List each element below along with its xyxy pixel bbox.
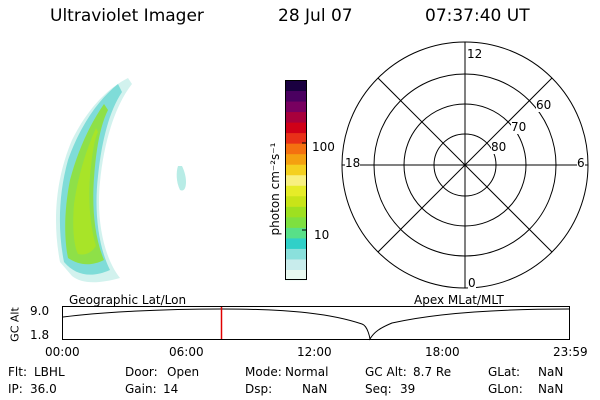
polar-label-6: 6 <box>577 156 585 170</box>
info-gain-key: Gain: <box>125 382 157 396</box>
info-seq-key: Seq: <box>365 382 392 396</box>
info-dsp-key: Dsp: <box>245 382 273 396</box>
colorbar-segment <box>285 195 307 207</box>
aurora-core-bright <box>73 128 98 255</box>
colorbar-segment <box>285 206 307 218</box>
colorbar-segment <box>285 269 307 281</box>
strip-xtick-4: 23:59 <box>553 345 588 359</box>
colorbar-segment <box>285 248 307 260</box>
polar-lat-60: 60 <box>536 98 552 112</box>
observation-time: 07:37:40 UT <box>425 6 530 26</box>
info-ip-val: 36.0 <box>30 382 57 396</box>
observation-date: 28 Jul 07 <box>278 6 353 26</box>
colorbar-segment <box>285 122 307 134</box>
info-glat-key: GLat: <box>488 365 521 379</box>
colorbar-segment <box>285 153 307 165</box>
strip-frame <box>62 306 570 340</box>
colorbar-segment <box>285 185 307 197</box>
info-gcalt-key: GC Alt: <box>365 365 407 379</box>
orbit-strip <box>62 306 570 341</box>
info-flt-val: LBHL <box>34 365 65 379</box>
info-glat-val: NaN <box>538 365 564 379</box>
info-mode-key: Mode: <box>245 365 282 379</box>
colorbar-segment <box>285 174 307 186</box>
colorbar-segment <box>285 258 307 270</box>
info-mode-val: Normal <box>285 365 329 379</box>
colorbar-segment <box>285 164 307 176</box>
strip-xtick-1: 06:00 <box>169 345 204 359</box>
instrument-title: Ultraviolet Imager <box>50 6 204 26</box>
colorbar-segment <box>285 143 307 155</box>
polar-diagonal-2 <box>377 77 553 253</box>
strip-xtick-3: 18:00 <box>425 345 460 359</box>
info-glon-key: GLon: <box>488 382 523 396</box>
colorbar-segment <box>285 101 307 113</box>
colorbar-segment <box>285 90 307 102</box>
colorbar-segment <box>285 80 307 92</box>
polar-lat-70: 70 <box>511 120 527 134</box>
polar-label-12: 12 <box>467 47 483 61</box>
info-flt-key: Flt: <box>8 365 27 379</box>
colorbar-tick-10: 10 <box>314 228 330 242</box>
strip-yaxis-label: GC Alt <box>8 307 22 342</box>
strip-ytick-top: 9.0 <box>30 304 50 318</box>
info-gcalt-val: 8.7 Re <box>413 365 452 379</box>
colorbar-segment <box>285 216 307 228</box>
info-dsp-val: NaN <box>302 382 328 396</box>
polar-lat-80: 80 <box>491 140 507 154</box>
info-gain-val: 14 <box>163 382 179 396</box>
strip-right-title: Apex MLat/MLT <box>414 293 504 307</box>
colorbar-label: photon cm⁻²s⁻¹ <box>268 142 282 236</box>
colorbar-segment <box>285 132 307 144</box>
polar-plot <box>341 41 589 289</box>
polar-label-18: 18 <box>345 156 361 170</box>
info-ip-key: IP: <box>8 382 23 396</box>
strip-ytick-bottom: 1.8 <box>30 328 50 342</box>
colorbar-frame <box>285 80 307 280</box>
altitude-curve <box>62 308 570 341</box>
info-door-key: Door: <box>125 365 158 379</box>
info-door-val: Open <box>167 365 200 379</box>
colorbar-segment <box>285 237 307 249</box>
colorbar-segment <box>285 111 307 123</box>
strip-xtick-2: 12:00 <box>297 345 332 359</box>
strip-left-title: Geographic Lat/Lon <box>69 293 187 307</box>
info-seq-val: 39 <box>400 382 416 396</box>
aurora-patch <box>176 166 186 191</box>
colorbar-tick-100: 100 <box>312 140 335 154</box>
colorbar-segment <box>285 227 307 239</box>
colorbar <box>285 80 307 281</box>
strip-xtick-0: 00:00 <box>45 345 80 359</box>
polar-label-0: 0 <box>468 276 476 290</box>
info-glon-val: NaN <box>538 382 564 396</box>
